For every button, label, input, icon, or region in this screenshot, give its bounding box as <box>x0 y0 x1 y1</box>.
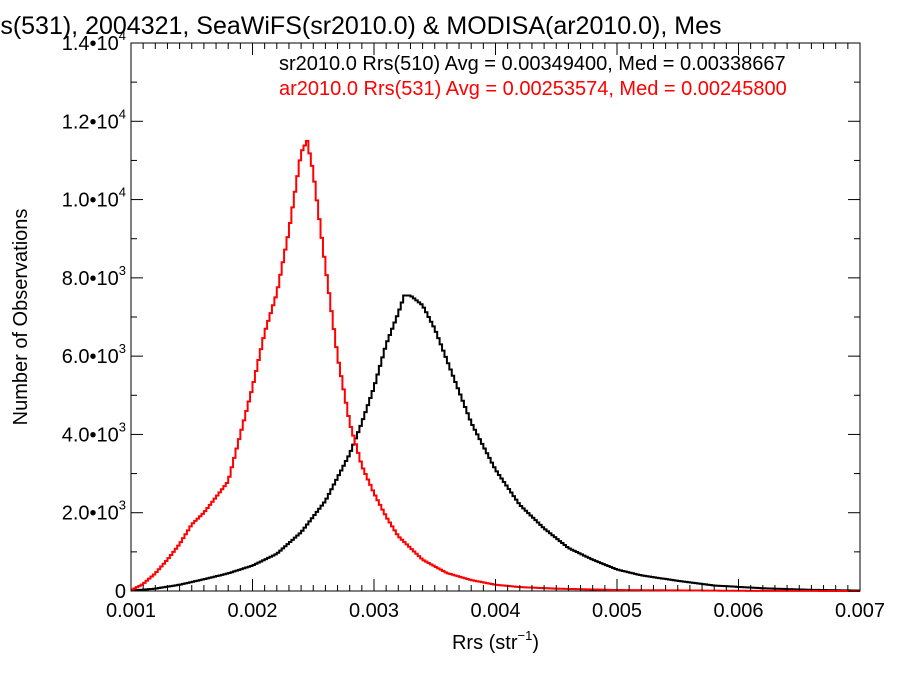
y-tick-label: 2.0•103 <box>62 498 126 525</box>
x-tick-label: 0.002 <box>227 600 277 622</box>
x-tick-label: 0.004 <box>470 600 520 622</box>
y-axis: 0 2.0•103 4.0•103 6.0•103 8.0•103 1.0•104 1.2•… <box>10 28 860 603</box>
y-tick-label: 6.0•103 <box>62 341 126 368</box>
x-axis-label: Rrs (str−1) <box>452 628 539 654</box>
y-tick-label: 1.0•104 <box>62 185 126 212</box>
y-axis-label: Number of Observations <box>10 209 32 426</box>
legend-entry-1: ar2010.0 Rrs(531) Avg = 0.00253574, Med … <box>279 78 787 100</box>
y-tick-label: 4.0•103 <box>62 419 126 446</box>
x-axis: 0.001 0.002 0.003 0.004 0.005 0.006 0.007 Rrs (… <box>106 43 885 654</box>
x-tick-label: 0.003 <box>349 600 399 622</box>
x-tick-label: 0.007 <box>835 600 885 622</box>
y-tick-label: 8.0•103 <box>62 263 126 290</box>
chart-title: rs(531), 2004321, SeaWiFS(sr2010.0) & MO… <box>0 12 721 40</box>
legend: sr2010.0 Rrs(510) Avg = 0.00349400, Med … <box>279 53 787 100</box>
plot-frame <box>130 42 861 592</box>
series-line-1 <box>131 139 860 592</box>
x-tick-label: 0.005 <box>592 600 642 622</box>
x-tick-label: 0.001 <box>106 600 156 622</box>
y-tick-label: 1.4•104 <box>62 28 126 55</box>
y-tick-label: 1.2•104 <box>62 106 126 133</box>
series-line-0 <box>131 294 860 592</box>
plot-area <box>130 42 861 592</box>
y-tick-label: 0 <box>115 581 126 603</box>
x-tick-label: 0.006 <box>713 600 763 622</box>
legend-entry-0: sr2010.0 Rrs(510) Avg = 0.00349400, Med … <box>279 53 786 75</box>
